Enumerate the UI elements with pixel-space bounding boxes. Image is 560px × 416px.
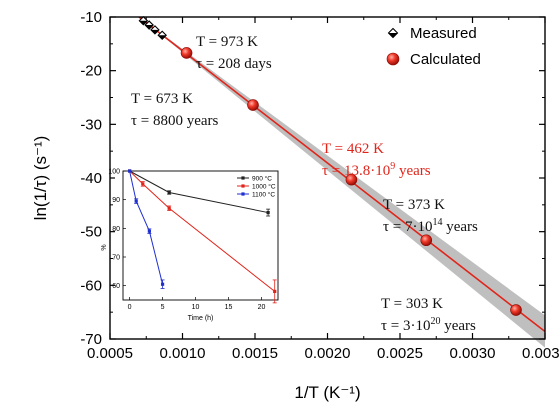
legend-label-measured: Measured (410, 25, 477, 42)
fit-line (138, 16, 546, 333)
legend-marker-calculated (386, 52, 400, 66)
annotation-temp-0: T = 973 K (196, 34, 258, 50)
calculated-point-0 (180, 47, 193, 59)
y-tick-label-1: -20 (80, 63, 102, 80)
annotation-tau-1: τ = 8800 years (131, 113, 219, 129)
inset-point-2-3 (160, 282, 165, 286)
legend-label-calculated: Calculated (410, 51, 481, 68)
annotation-tau-base-1: τ = 8800 years (131, 113, 219, 129)
inset-legend-label-0: 900 °C (252, 175, 272, 183)
annotation-tau-0: τ = 208 days (196, 56, 272, 72)
inset-legend-label-1: 1000 °C (252, 183, 276, 191)
legend-marker-measured-fill (388, 33, 398, 38)
annotation-temp-4: T = 303 K (381, 296, 443, 312)
annotation-tau-tail-4: years (440, 318, 476, 334)
inset-point-0-2 (266, 210, 270, 215)
annotation-tau-exp-3: 14 (432, 217, 442, 228)
measured-point-1-fill (145, 25, 154, 30)
measured-point-2-fill (150, 29, 159, 34)
y-tick-label-3: -40 (80, 170, 102, 187)
annotation-tau-base-0: τ = 208 days (196, 56, 272, 72)
y-tick-label-0: -10 (80, 9, 102, 26)
y-tick-label-5: -60 (80, 277, 102, 294)
annotation-tau-tail-2: years (395, 163, 431, 179)
inset-y-axis-title: % (101, 244, 108, 250)
annotation-tau-base-3: τ = 7·10 (383, 219, 432, 235)
calculated-point-2 (345, 173, 358, 186)
measured-point-0 (138, 15, 149, 26)
inset-y-tick-label-3: 70 (112, 255, 120, 262)
y-axis-title: ln(1/τ) (s⁻¹) (31, 136, 50, 221)
annotation-tau-base-2: τ = 13.8·10 (322, 163, 390, 179)
measured-point-0-fill (139, 20, 148, 25)
y-tick-label-6: -70 (80, 331, 102, 348)
measured-point-2 (150, 25, 160, 35)
y-tick-label-2: -30 (80, 116, 102, 133)
x-tick-label-5: 0.0030 (450, 345, 496, 362)
inset-point-2-2 (147, 229, 151, 233)
inset-series-line-2 (129, 170, 164, 285)
inset-point-1-3 (273, 289, 277, 293)
x-axis-title: 1/T (K⁻¹) (294, 383, 360, 402)
measured-point-3 (157, 30, 167, 41)
inset-y-tick-label-1: 90 (112, 197, 120, 204)
x-tick-label-3: 0.0020 (305, 345, 351, 362)
inset-y-tick-label-4: 60 (112, 283, 120, 290)
inset-point-2-1 (134, 199, 138, 203)
measured-point-1 (144, 20, 154, 30)
inset-point-0-1 (167, 190, 171, 195)
inset-legend-label-2: 1100 °C (252, 191, 275, 199)
inset-x-tick-label-1: 5 (161, 304, 165, 311)
confidence-band (139, 17, 545, 348)
calculated-point-1 (247, 99, 259, 111)
inset-x-tick-label-3: 15 (225, 304, 233, 311)
x-tick-label-1: 0.0010 (160, 345, 206, 362)
x-tick-label-0: 0.0005 (87, 345, 133, 362)
inset-x-axis-title: Time (h) (188, 315, 214, 322)
inset-point-1-1 (141, 182, 145, 186)
inset-point-2-0 (127, 169, 132, 173)
annotation-tau-exp-2: 9 (390, 161, 395, 172)
y-tick-label-4: -50 (80, 224, 102, 241)
measured-point-3-fill (158, 35, 167, 40)
annotation-tau-tail-3: years (442, 219, 478, 235)
annotation-tau-2: τ = 13.8·109 years (322, 161, 431, 179)
main-plot: 0.0005 0.0010 0.0015 0.0020 0.0025 0.0030 0.00… (31, 9, 560, 402)
inset-legend-marker-0 (241, 176, 245, 180)
inset-legend-marker-1 (241, 184, 245, 188)
calculated-point-3 (420, 234, 433, 247)
annotation-temp-3: T = 373 K (383, 197, 445, 213)
x-tick-label-4: 0.0025 (377, 345, 423, 362)
inset-legend-marker-2 (241, 192, 245, 196)
inset-y-tick-label-0: 100 (108, 169, 120, 176)
x-tick-label-2: 0.0015 (232, 345, 278, 362)
annotation-temp-2: T = 462 K (322, 141, 384, 157)
inset-point-1-2 (167, 206, 171, 210)
inset-x-tick-label-2: 10 (192, 304, 200, 311)
inset-frame (122, 170, 279, 301)
annotation-tau-3: τ = 7·1014 years (383, 217, 478, 235)
x-tick-label-6: 0.0035 (522, 345, 560, 362)
annotation-tau-base-4: τ = 3·10 (381, 318, 430, 334)
legend-marker-measured (387, 27, 399, 39)
inset-series-line-1 (129, 170, 276, 292)
inset-x-tick-label-4: 20 (258, 304, 266, 311)
annotation-temp-1: T = 673 K (131, 91, 193, 107)
annotation-tau-4: τ = 3·1020 years (381, 316, 476, 334)
annotation-tau-exp-4: 20 (430, 316, 440, 327)
inset-y-tick-label-2: 80 (112, 226, 120, 233)
calculated-point-4 (510, 304, 522, 316)
inset-x-tick-label-0: 0 (128, 304, 132, 311)
